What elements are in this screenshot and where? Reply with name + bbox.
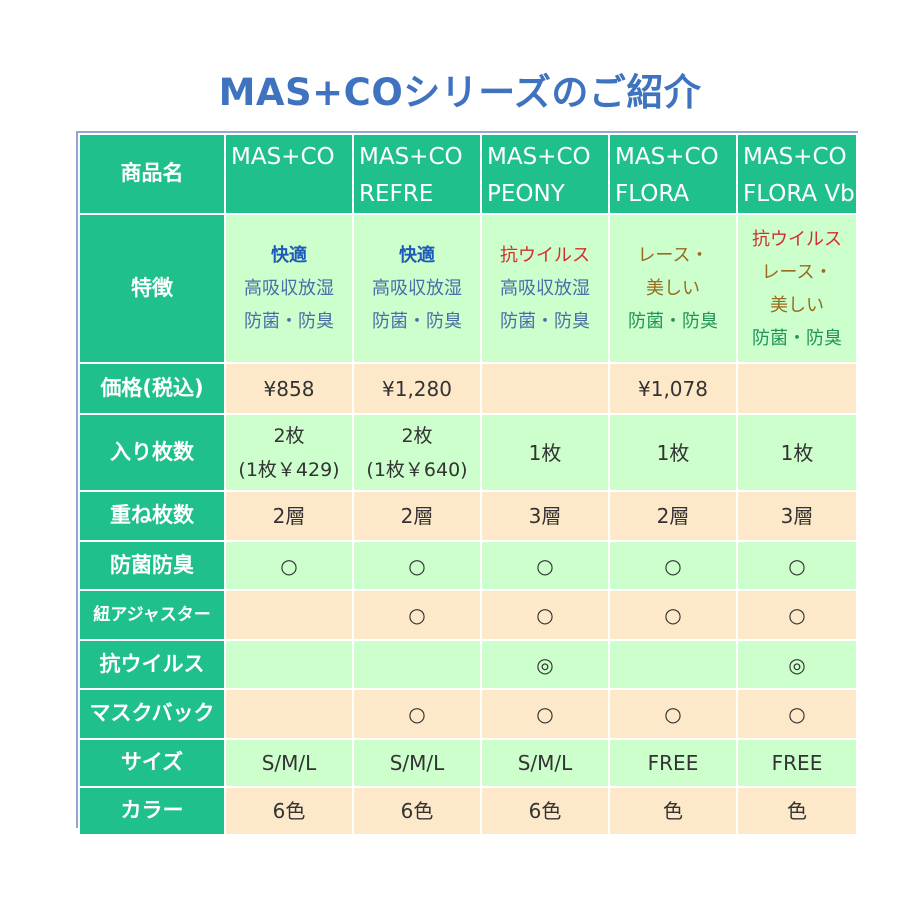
label-count: 入り枚数	[78, 413, 226, 492]
product-name-4: MAS+CO FLORA	[608, 133, 738, 215]
antibac-5: ○	[736, 540, 858, 591]
antivirus-2	[352, 639, 482, 690]
maskback-3: ○	[480, 688, 610, 740]
features-4: レース・ 美しい 防菌・防臭	[608, 213, 738, 364]
product-name-1: MAS+CO	[224, 133, 354, 215]
features-1: 快適 高吸収放湿 防菌・防臭	[224, 213, 354, 364]
row-size: サイズ S/M/L S/M/L S/M/L FREE FREE	[78, 738, 858, 788]
price-1: ¥858	[224, 362, 354, 415]
row-color: カラー 6色 6色 6色 色 色	[78, 786, 858, 836]
product-name-5: MAS+CO FLORA Vb	[736, 133, 858, 215]
adjuster-5: ○	[736, 589, 858, 641]
count-1: 2枚 (1枚￥429)	[224, 413, 354, 492]
layers-2: 2層	[352, 490, 482, 542]
antibac-3: ○	[480, 540, 610, 591]
label-features: 特徴	[78, 213, 226, 364]
maskback-5: ○	[736, 688, 858, 740]
price-2: ¥1,280	[352, 362, 482, 415]
features-5: 抗ウイルス レース・ 美しい 防菌・防臭	[736, 213, 858, 364]
color-2: 6色	[352, 786, 482, 836]
color-1: 6色	[224, 786, 354, 836]
row-product-name: 商品名 MAS+CO MAS+CO REFRE MAS+CO PEONY MAS+C…	[78, 133, 858, 215]
color-3: 6色	[480, 786, 610, 836]
count-2: 2枚 (1枚￥640)	[352, 413, 482, 492]
comparison-table: 商品名 MAS+CO MAS+CO REFRE MAS+CO PEONY MAS+C…	[76, 131, 858, 836]
count-4: 1枚	[608, 413, 738, 492]
color-5: 色	[736, 786, 858, 836]
antivirus-4	[608, 639, 738, 690]
size-3: S/M/L	[480, 738, 610, 788]
label-antibac: 防菌防臭	[78, 540, 226, 591]
label-adjuster: 紐アジャスター	[78, 589, 226, 641]
size-4: FREE	[608, 738, 738, 788]
price-5	[736, 362, 858, 415]
maskback-1	[224, 688, 354, 740]
label-price: 価格(税込)	[78, 362, 226, 415]
product-name-2: MAS+CO REFRE	[352, 133, 482, 215]
maskback-2: ○	[352, 688, 482, 740]
label-size: サイズ	[78, 738, 226, 788]
color-4: 色	[608, 786, 738, 836]
product-name-3: MAS+CO PEONY	[480, 133, 610, 215]
maskback-4: ○	[608, 688, 738, 740]
row-price: 価格(税込) ¥858 ¥1,280 ¥1,078	[78, 362, 858, 415]
adjuster-2: ○	[352, 589, 482, 641]
layers-1: 2層	[224, 490, 354, 542]
adjuster-4: ○	[608, 589, 738, 641]
row-maskback: マスクバック ○ ○ ○ ○	[78, 688, 858, 740]
row-layers: 重ね枚数 2層 2層 3層 2層 3層	[78, 490, 858, 542]
layers-4: 2層	[608, 490, 738, 542]
adjuster-3: ○	[480, 589, 610, 641]
antivirus-5: ◎	[736, 639, 858, 690]
antibac-4: ○	[608, 540, 738, 591]
label-product-name: 商品名	[78, 133, 226, 215]
label-layers: 重ね枚数	[78, 490, 226, 542]
page-title: MAS+COシリーズのご紹介	[218, 71, 702, 114]
size-5: FREE	[736, 738, 858, 788]
label-maskback: マスクバック	[78, 688, 226, 740]
row-adjuster: 紐アジャスター ○ ○ ○ ○	[78, 589, 858, 641]
antibac-1: ○	[224, 540, 354, 591]
count-3: 1枚	[480, 413, 610, 492]
antibac-2: ○	[352, 540, 482, 591]
label-color: カラー	[78, 786, 226, 836]
row-antibac: 防菌防臭 ○ ○ ○ ○ ○	[78, 540, 858, 591]
size-2: S/M/L	[352, 738, 482, 788]
size-1: S/M/L	[224, 738, 354, 788]
row-features: 特徴 快適 高吸収放湿 防菌・防臭 快適 高吸収放湿 防菌・防臭 抗ウイルス 高…	[78, 213, 858, 364]
adjuster-1	[224, 589, 354, 641]
price-3	[480, 362, 610, 415]
price-4: ¥1,078	[608, 362, 738, 415]
features-2: 快適 高吸収放湿 防菌・防臭	[352, 213, 482, 364]
row-count: 入り枚数 2枚 (1枚￥429) 2枚 (1枚￥640) 1枚 1枚 1枚	[78, 413, 858, 492]
antivirus-3: ◎	[480, 639, 610, 690]
features-3: 抗ウイルス 高吸収放湿 防菌・防臭	[480, 213, 610, 364]
antivirus-1	[224, 639, 354, 690]
layers-3: 3層	[480, 490, 610, 542]
count-5: 1枚	[736, 413, 858, 492]
layers-5: 3層	[736, 490, 858, 542]
label-antivirus: 抗ウイルス	[78, 639, 226, 690]
row-antivirus: 抗ウイルス ◎ ◎	[78, 639, 858, 690]
